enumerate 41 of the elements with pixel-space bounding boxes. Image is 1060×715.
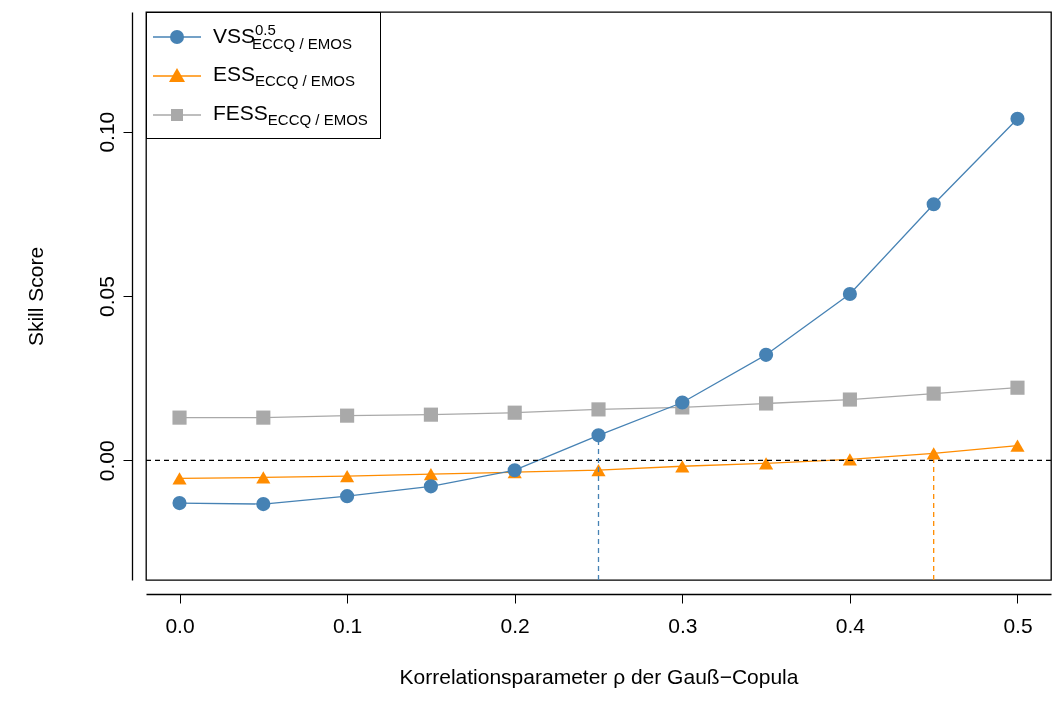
point: [1010, 380, 1025, 395]
point: [1010, 111, 1025, 126]
y-tick-label: 0.10: [94, 111, 118, 153]
point: [423, 407, 438, 422]
x-tick-label: 0.1: [333, 613, 363, 637]
point: [256, 410, 271, 425]
point: [926, 197, 941, 212]
x-tick-label: 0.2: [500, 613, 530, 637]
point: [172, 410, 187, 425]
y-axis-title: Skill Score: [23, 246, 47, 347]
point: [842, 286, 857, 302]
point: [759, 396, 774, 411]
point: [340, 470, 355, 483]
legend-label: ESS$_{ECCQ / EMOS}$: [213, 61, 356, 90]
point: [172, 472, 187, 485]
point: [675, 460, 690, 473]
point: [591, 402, 606, 417]
x-tick-label: 0.0: [165, 613, 195, 637]
legend-label: FESS$_{ECCQ / EMOS}$: [213, 100, 368, 129]
x-tick-label: 0.3: [668, 613, 698, 637]
point: [172, 496, 187, 511]
point: [842, 392, 857, 407]
point: [926, 386, 941, 401]
point: [256, 497, 271, 512]
x-tick-label: 0.5: [1003, 613, 1033, 637]
point: [1010, 439, 1025, 452]
y-tick-label: 0.05: [94, 276, 118, 317]
point: [759, 457, 774, 470]
point: [340, 408, 355, 423]
point: [256, 471, 271, 484]
point: [423, 468, 438, 481]
y-tick-label: 0.00: [94, 440, 118, 482]
point: [423, 479, 438, 494]
point: [759, 347, 774, 362]
x-tick-label: 0.4: [835, 613, 866, 637]
point: [675, 395, 690, 410]
point: [926, 447, 941, 460]
point: [591, 428, 606, 443]
point: [340, 489, 355, 504]
x-axis-title: Korrelationsparameter ρ der Gauß−Copula: [399, 664, 799, 688]
point: [507, 405, 522, 420]
